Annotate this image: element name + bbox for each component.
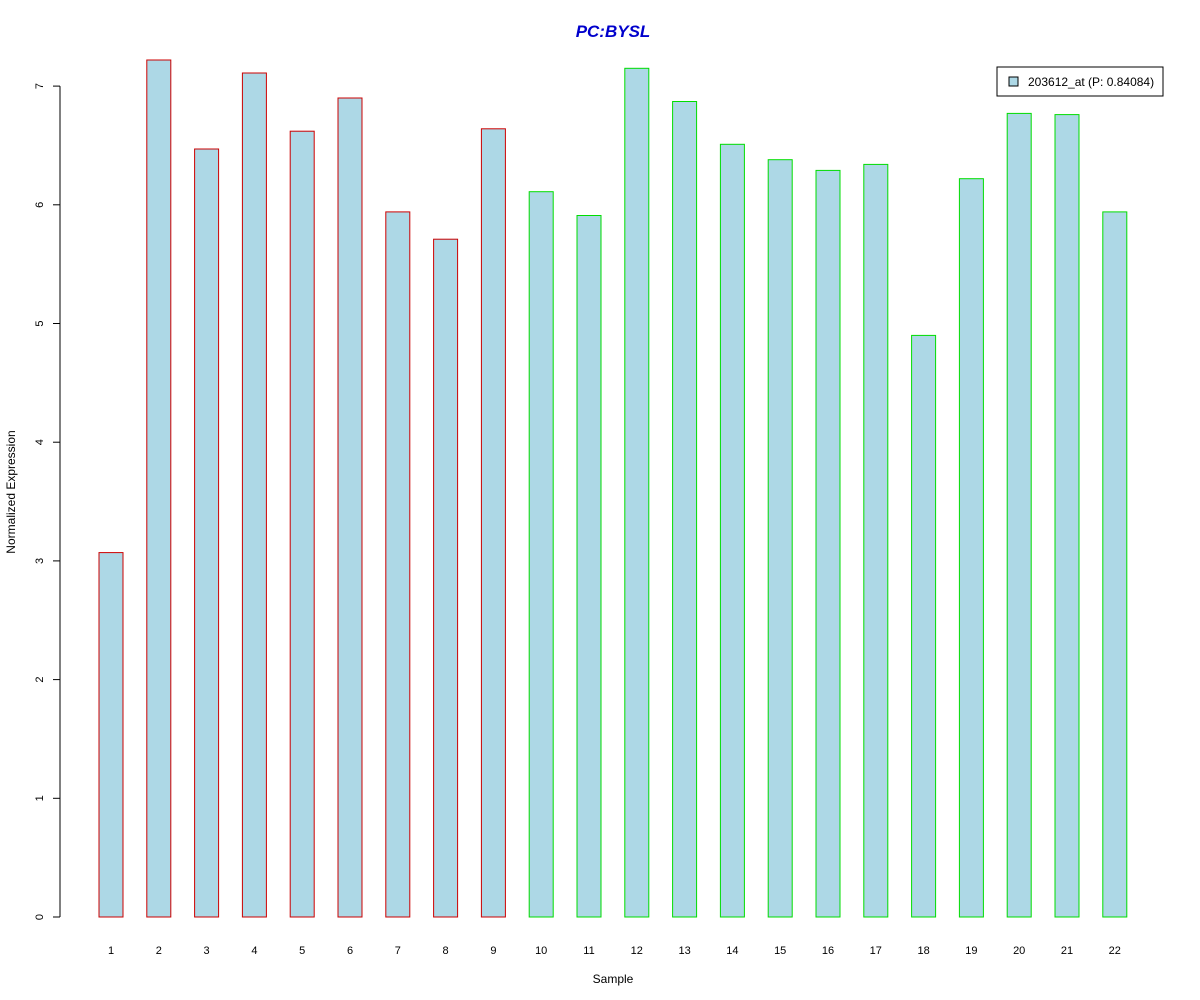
legend: 203612_at (P: 0.84084) bbox=[996, 66, 1164, 97]
x-axis-label: Sample bbox=[593, 972, 634, 986]
y-tick-label: 5 bbox=[34, 320, 46, 326]
y-axis-label: Normalized Expression bbox=[4, 430, 18, 553]
chart-title: PC:BYSL bbox=[576, 22, 651, 41]
bar-sample-9 bbox=[480, 128, 506, 918]
bar-sample-11 bbox=[576, 215, 602, 918]
x-tick-label: 16 bbox=[822, 945, 834, 957]
x-tick-label: 18 bbox=[917, 945, 929, 957]
y-tick-label: 7 bbox=[34, 83, 46, 89]
x-tick-label: 20 bbox=[1013, 945, 1025, 957]
x-tick-labels: 1 2 3 4 5 6 7 8 9 10 11 12 13 14 15 16 17 18 19 20 21 22 bbox=[108, 945, 1121, 957]
x-tick-label: 13 bbox=[678, 945, 690, 957]
bar-sample-4 bbox=[241, 72, 267, 918]
x-tick-label: 1 bbox=[108, 945, 114, 957]
bar-sample-10 bbox=[528, 191, 554, 918]
x-tick-label: 10 bbox=[535, 945, 547, 957]
x-tick-label: 15 bbox=[774, 945, 786, 957]
y-tick-label: 1 bbox=[34, 795, 46, 801]
x-tick-label: 12 bbox=[631, 945, 643, 957]
bar-sample-22 bbox=[1102, 211, 1128, 918]
bar-sample-1 bbox=[98, 552, 124, 918]
x-tick-label: 14 bbox=[726, 945, 738, 957]
bar-sample-16 bbox=[815, 169, 841, 918]
bar-sample-8 bbox=[433, 238, 459, 918]
bar-sample-3 bbox=[194, 148, 220, 918]
x-tick-label: 3 bbox=[204, 945, 210, 957]
x-tick-label: 6 bbox=[347, 945, 353, 957]
x-tick-label: 4 bbox=[251, 945, 257, 957]
bars-group bbox=[98, 59, 1128, 918]
y-tick-label: 4 bbox=[34, 439, 46, 445]
bar-sample-5 bbox=[289, 130, 315, 918]
y-tick-label: 6 bbox=[34, 202, 46, 208]
legend-label: 203612_at (P: 0.84084) bbox=[1028, 75, 1154, 89]
legend-box bbox=[996, 66, 1164, 97]
bar-sample-20 bbox=[1006, 112, 1032, 918]
bar-sample-14 bbox=[719, 143, 745, 918]
bar-sample-18 bbox=[911, 334, 937, 918]
x-tick-label: 2 bbox=[156, 945, 162, 957]
bar-sample-17 bbox=[863, 163, 889, 918]
x-tick-label: 17 bbox=[870, 945, 882, 957]
y-tick-label: 2 bbox=[34, 677, 46, 683]
x-tick-label: 7 bbox=[395, 945, 401, 957]
x-tick-label: 8 bbox=[443, 945, 449, 957]
bar-sample-13 bbox=[672, 101, 698, 918]
x-tick-label: 22 bbox=[1109, 945, 1121, 957]
y-axis: 0 1 2 3 4 5 6 7 bbox=[34, 83, 61, 920]
bar-sample-15 bbox=[767, 159, 793, 918]
legend-swatch bbox=[1008, 76, 1019, 87]
x-tick-label: 19 bbox=[965, 945, 977, 957]
y-tick-label: 0 bbox=[34, 914, 46, 920]
x-tick-label: 11 bbox=[583, 945, 594, 957]
bar-sample-12 bbox=[624, 67, 650, 918]
bar-sample-19 bbox=[958, 178, 984, 918]
bar-sample-21 bbox=[1054, 114, 1080, 918]
bar-sample-7 bbox=[385, 211, 411, 918]
bar-sample-6 bbox=[337, 97, 363, 918]
bar-sample-2 bbox=[146, 59, 172, 918]
x-tick-label: 21 bbox=[1061, 945, 1073, 957]
x-tick-label: 5 bbox=[299, 945, 305, 957]
x-tick-label: 9 bbox=[490, 945, 496, 957]
y-tick-label: 3 bbox=[34, 558, 46, 564]
